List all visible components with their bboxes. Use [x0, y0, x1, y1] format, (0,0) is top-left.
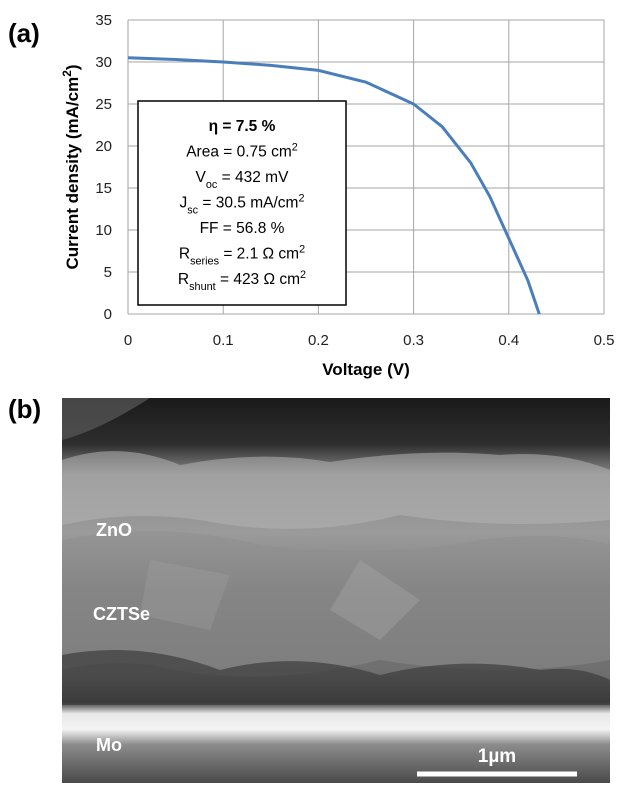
y-tick-label: 35: [95, 12, 112, 29]
text-part: Current density (mA/cm: [63, 77, 82, 270]
panel-label: (b): [8, 394, 41, 424]
y-tick-label: 20: [95, 138, 112, 155]
text-part: sc: [187, 205, 198, 217]
text-part: = 432 mV: [217, 169, 289, 186]
text-part: series: [190, 256, 220, 268]
text-part: J: [180, 195, 188, 212]
y-tick-label: 15: [95, 180, 112, 197]
text-part: 2: [299, 244, 305, 256]
x-tick-label: 0: [124, 332, 132, 349]
y-axis-title: Current density (mA/cm2): [60, 65, 82, 270]
y-tick-label: 0: [104, 306, 112, 323]
text-part: FF = 56.8 %: [200, 220, 285, 237]
y-tick-label: 10: [95, 222, 112, 239]
scale-bar-label: 1µm: [478, 746, 516, 767]
sem-image: [62, 398, 610, 783]
x-tick-label: 0.1: [213, 332, 234, 349]
layer-label: ZnO: [96, 520, 132, 540]
text-part: Area = 0.75 cm: [186, 144, 292, 161]
panel-label: (a): [8, 18, 40, 48]
y-tick-label: 25: [95, 96, 112, 113]
x-tick-label: 0.3: [403, 332, 424, 349]
text-part: = 423 Ω cm: [216, 271, 300, 288]
text-part: η = 7.5 %: [209, 118, 276, 135]
text-part: = 2.1 Ω cm: [219, 246, 299, 263]
annotation-line: Area = 0.75 cm2: [186, 142, 298, 161]
x-tick-label: 0.4: [498, 332, 519, 349]
x-axis-title: Voltage (V): [322, 360, 410, 379]
text-part: R: [179, 246, 190, 263]
y-tick-label: 5: [104, 264, 112, 281]
text-part: oc: [206, 179, 218, 191]
text-part: 2: [292, 142, 298, 154]
text-part: = 30.5 mA/cm: [198, 195, 298, 212]
figure: (a) 0 5 10 15 20 25 30 35 0 0.1 0.2 0.3 0.4 0.5 Voltage…: [0, 0, 617, 783]
layer-label: CZTSe: [93, 604, 150, 624]
y-tick-label: 30: [95, 54, 112, 71]
annotation-line: η = 7.5 %: [209, 118, 276, 135]
x-tick-label: 0.5: [594, 332, 615, 349]
text-part: 2: [300, 269, 306, 281]
text-part: shunt: [189, 281, 216, 293]
text-part: V: [196, 169, 207, 186]
text-part: ): [63, 65, 82, 71]
x-tick-label: 0.2: [308, 332, 329, 349]
text-part: R: [178, 271, 189, 288]
annotation-line: FF = 56.8 %: [200, 220, 285, 237]
layer-label: Mo: [96, 735, 122, 755]
text-part: 2: [298, 193, 304, 205]
